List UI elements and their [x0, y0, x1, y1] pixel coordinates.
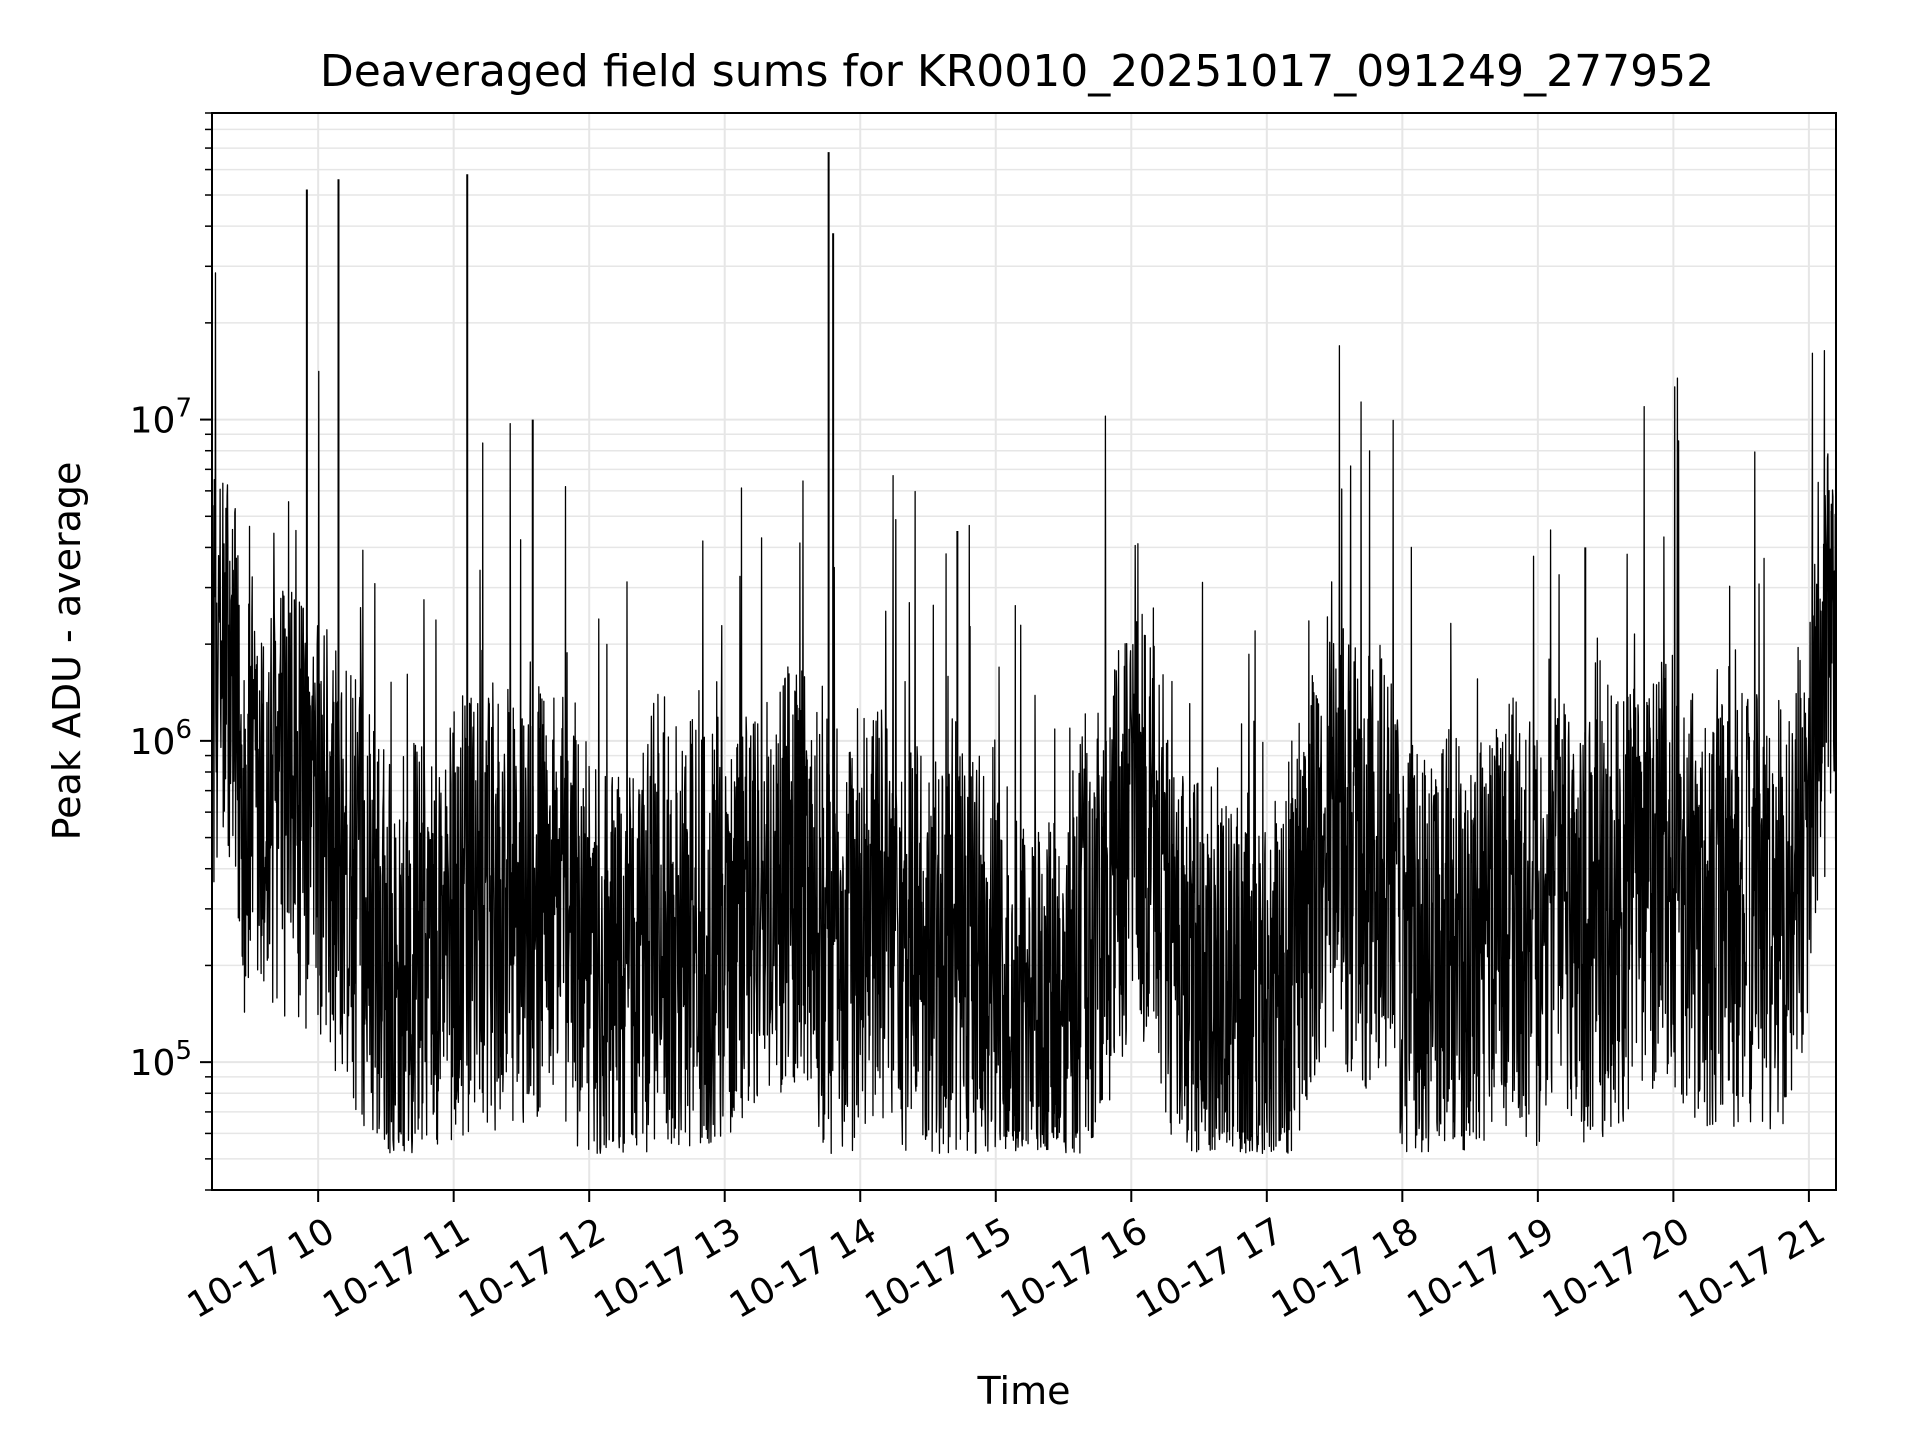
- y-axis-ticks: 105 106 107: [130, 112, 212, 1191]
- y-tick-label: 105: [130, 1036, 192, 1084]
- chart-title: Deaveraged field sums for KR0010_2025101…: [320, 46, 1714, 97]
- y-tick-label: 107: [130, 394, 192, 442]
- y-axis-label: Peak ADU - average: [45, 462, 89, 841]
- plot-frame: [211, 112, 1837, 1191]
- x-axis-label: Time: [977, 1369, 1071, 1413]
- series-line: [211, 272, 1837, 1155]
- y-tick-label: 106: [130, 715, 192, 763]
- series-line-group: [211, 152, 1837, 1155]
